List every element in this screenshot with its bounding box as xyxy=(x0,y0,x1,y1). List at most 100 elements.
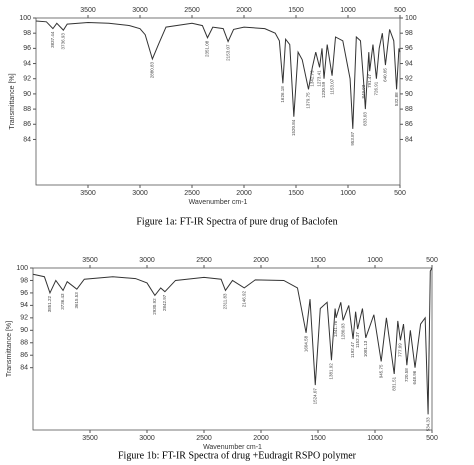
y-tick-label: 90 xyxy=(23,91,31,98)
y-tick-label: 92 xyxy=(23,76,31,83)
peak-label: 1273.41 xyxy=(317,70,322,87)
x-tick-label: 1500 xyxy=(310,435,326,442)
peak-label: 945.75 xyxy=(378,364,383,378)
y-tick-label: 92 xyxy=(20,315,28,322)
peak-label: 1192.47 xyxy=(350,342,355,358)
x-tick-label-top: 3000 xyxy=(139,257,155,264)
x-tick-label: 3000 xyxy=(132,190,148,197)
peak-label: 640.05 xyxy=(383,68,388,82)
peak-label: 1342.79 xyxy=(310,70,315,87)
peak-label: 1524.07 xyxy=(312,388,317,405)
x-tick-label-top: 3000 xyxy=(132,7,148,14)
peak-label: 2311.83 xyxy=(223,293,228,309)
x-tick-label: 3500 xyxy=(82,435,98,442)
x-tick-label-top: 1000 xyxy=(367,257,383,264)
peak-label: 833.03 xyxy=(363,112,368,126)
peak-label: 777.09 xyxy=(398,343,403,357)
peak-label: 720.58 xyxy=(404,368,409,382)
peak-label: 1520.84 xyxy=(291,119,296,136)
x-tick-label: 1500 xyxy=(288,190,304,197)
y-tick-label: 98 xyxy=(23,30,31,37)
x-tick-label: 500 xyxy=(426,435,438,442)
x-tick-label-top: 2500 xyxy=(196,257,212,264)
spectrum-line xyxy=(32,267,433,415)
x-tick-label: 1000 xyxy=(367,435,383,442)
y-tick-label: 90 xyxy=(20,327,28,334)
y-tick-label-right: 94 xyxy=(405,60,413,67)
figure-caption: Figure 1a: FT-IR Spectra of pure drug of… xyxy=(136,216,337,227)
peak-label: 3736.93 xyxy=(61,33,66,50)
y-tick-label-right: 98 xyxy=(405,30,413,37)
figure-caption: Figure 1b: FT-IR Spectra of drug +Eudrag… xyxy=(118,450,357,461)
peak-label: 3615.53 xyxy=(74,292,79,309)
x-axis-label: Wavenumber cm-1 xyxy=(203,444,262,451)
peak-label: 953.87 xyxy=(350,131,355,145)
y-tick-label-right: 90 xyxy=(405,91,413,98)
peak-label: 2842.97 xyxy=(162,294,167,311)
y-axis-label: Transmittance [%] xyxy=(6,321,13,377)
x-axis-label: Wavenumber cm-1 xyxy=(189,199,248,206)
peak-label: 2930.92 xyxy=(152,298,157,315)
x-tick-label-top: 2500 xyxy=(184,7,200,14)
peak-label: 831.51 xyxy=(391,376,396,390)
x-tick-label-top: 3500 xyxy=(82,257,98,264)
plot-frame xyxy=(32,267,433,431)
x-tick-label-top: 1500 xyxy=(288,7,304,14)
x-tick-label: 3500 xyxy=(80,190,96,197)
x-tick-label-top: 3500 xyxy=(80,7,96,14)
peak-label: 1153.07 xyxy=(329,78,334,94)
x-tick-label-top: 2000 xyxy=(253,257,269,264)
x-tick-label-top: 1500 xyxy=(310,257,326,264)
peak-label: 3837.44 xyxy=(50,31,55,48)
x-tick-label-top: 1000 xyxy=(340,7,356,14)
y-tick-label-right: 84 xyxy=(405,136,413,143)
peak-label: 1152.37 xyxy=(355,332,360,348)
y-tick-label: 86 xyxy=(20,352,28,359)
y-tick-label: 86 xyxy=(23,121,31,128)
x-tick-label-top: 500 xyxy=(394,7,406,14)
x-tick-label: 2000 xyxy=(236,190,252,197)
peak-label: 534.33 xyxy=(425,417,430,431)
peak-label: 1381.92 xyxy=(329,363,334,380)
peak-label: 1604.58 xyxy=(303,335,308,352)
spectrum-line xyxy=(35,20,401,129)
peak-label: 648.96 xyxy=(412,370,417,384)
x-tick-label: 2500 xyxy=(196,435,212,442)
peak-label: 1280.03 xyxy=(340,323,345,340)
x-tick-label: 1000 xyxy=(340,190,356,197)
y-tick-label-right: 88 xyxy=(405,106,413,113)
y-tick-label: 98 xyxy=(20,277,28,284)
peak-label: 2153.07 xyxy=(225,44,230,61)
peak-label: 3736.43 xyxy=(60,293,65,310)
x-tick-label: 2000 xyxy=(253,435,269,442)
x-tick-label-top: 2000 xyxy=(236,7,252,14)
y-tick-label: 94 xyxy=(20,302,28,309)
peak-label: 532.88 xyxy=(394,92,399,106)
peak-label: 849.93 xyxy=(361,84,366,98)
y-tick-label: 84 xyxy=(23,136,31,143)
peak-label: 1341.76 xyxy=(333,320,338,337)
peak-label: 3851.22 xyxy=(47,295,52,312)
x-tick-label: 2500 xyxy=(184,190,200,197)
x-tick-label-top: 500 xyxy=(426,257,438,264)
y-tick-label-right: 96 xyxy=(405,45,413,52)
peak-label: 1230.59 xyxy=(321,81,326,98)
peak-label: 2351.08 xyxy=(205,40,210,57)
plot-frame xyxy=(35,17,401,186)
y-tick-label-right: 86 xyxy=(405,121,413,128)
y-tick-label: 96 xyxy=(20,290,28,297)
peak-label: 791.47 xyxy=(367,74,372,88)
y-tick-label: 100 xyxy=(19,15,31,22)
peak-label: 1081.13 xyxy=(363,340,368,357)
peak-label: 1379.75 xyxy=(306,92,311,109)
y-tick-label: 88 xyxy=(20,340,28,347)
y-tick-label: 96 xyxy=(23,45,31,52)
y-tick-label-right: 92 xyxy=(405,76,413,83)
y-axis-label: Transmittance [%] xyxy=(9,73,16,129)
peak-label: 1626.18 xyxy=(280,86,285,103)
peak-label: 2880.83 xyxy=(150,62,155,79)
y-tick-label: 84 xyxy=(20,365,28,372)
y-tick-label: 88 xyxy=(23,106,31,113)
peak-label: 2146.92 xyxy=(241,290,246,307)
